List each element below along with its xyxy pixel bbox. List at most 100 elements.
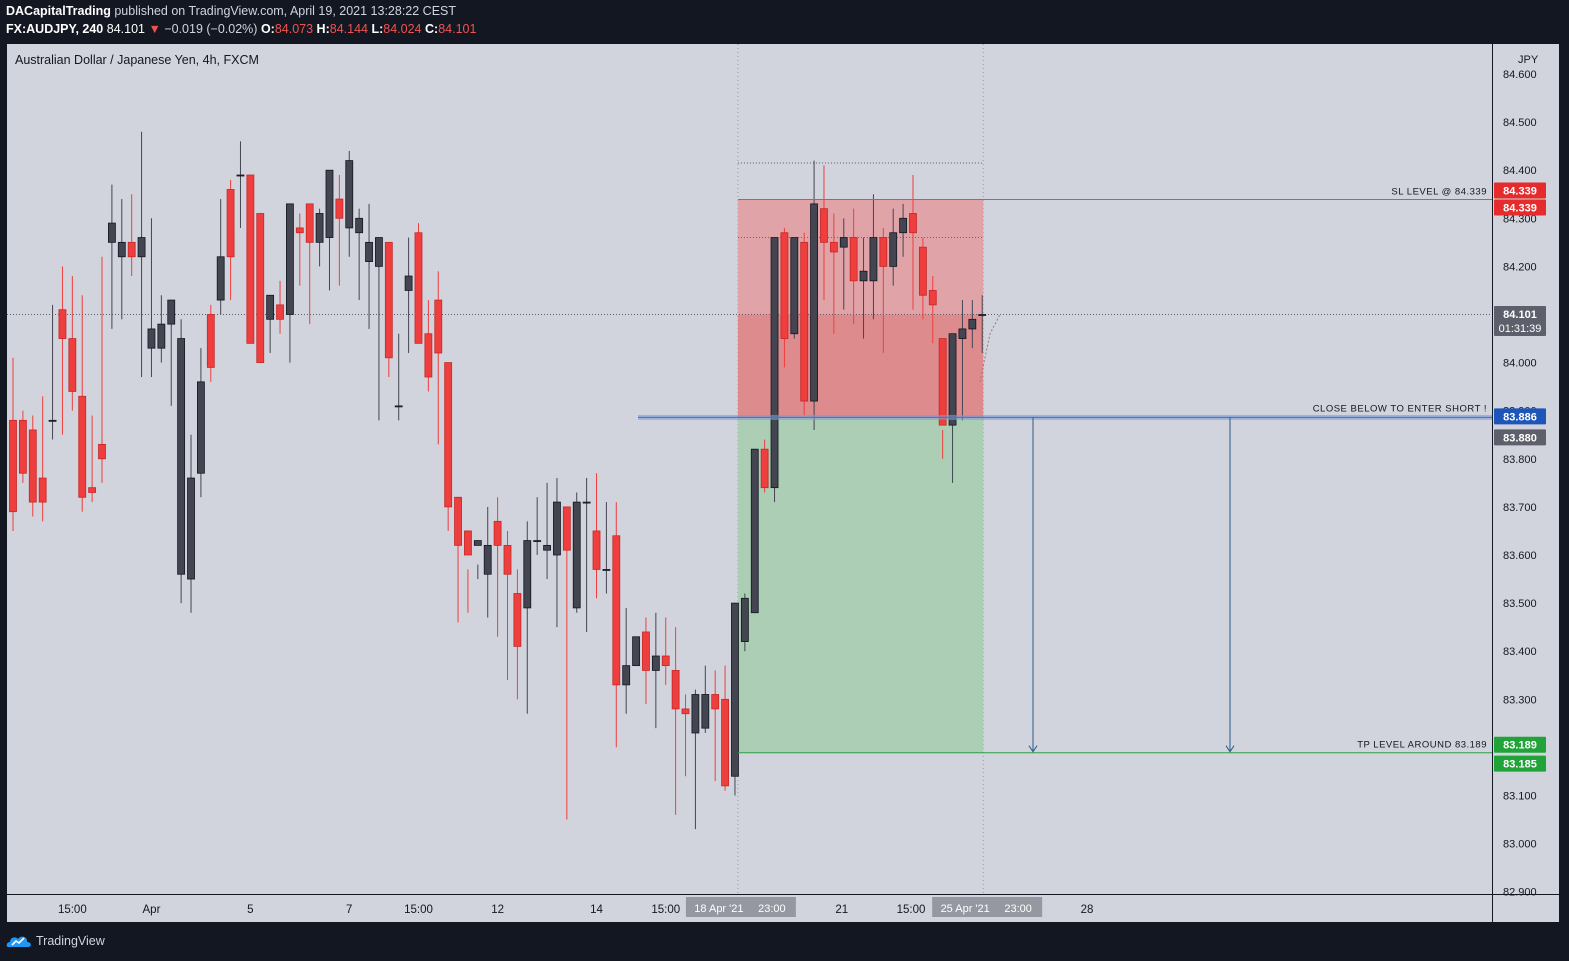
- candle-down[interactable]: [335, 198, 344, 219]
- candle-up[interactable]: [572, 501, 581, 609]
- candle-up[interactable]: [790, 237, 799, 335]
- candle-up[interactable]: [810, 203, 818, 402]
- candle-down[interactable]: [246, 174, 255, 344]
- candle-up[interactable]: [325, 169, 334, 238]
- candle-down[interactable]: [434, 299, 443, 354]
- candle-up[interactable]: [167, 299, 176, 325]
- candle-down[interactable]: [98, 443, 106, 460]
- candle-down[interactable]: [503, 544, 512, 575]
- price-tag-sl[interactable]: [1494, 182, 1546, 199]
- candle-down[interactable]: [464, 530, 472, 556]
- candle-up[interactable]: [266, 294, 275, 320]
- candle-down[interactable]: [493, 520, 502, 546]
- candle-down[interactable]: [513, 593, 522, 647]
- candle-down[interactable]: [256, 213, 265, 364]
- candle-up[interactable]: [731, 602, 739, 777]
- candle-up[interactable]: [394, 405, 403, 408]
- candle-up[interactable]: [859, 270, 868, 282]
- candle-up[interactable]: [404, 275, 413, 291]
- candle-up[interactable]: [958, 328, 967, 339]
- candle-up[interactable]: [543, 544, 551, 551]
- candle-up[interactable]: [553, 501, 561, 556]
- candle-up[interactable]: [632, 636, 640, 667]
- candle-up[interactable]: [889, 232, 898, 267]
- take-profit-zone[interactable]: [737, 417, 984, 753]
- tradingview-logo[interactable]: TradingView: [6, 933, 105, 949]
- candle-down[interactable]: [414, 232, 423, 344]
- candle-down[interactable]: [562, 506, 571, 551]
- candle-up[interactable]: [740, 597, 749, 642]
- candle-up[interactable]: [137, 237, 146, 258]
- candle-down[interactable]: [276, 304, 284, 320]
- candle-down[interactable]: [642, 631, 650, 671]
- candle-down[interactable]: [721, 698, 729, 787]
- publisher-name[interactable]: DACapitalTrading: [6, 4, 111, 18]
- candle-up[interactable]: [236, 174, 245, 177]
- candle-down[interactable]: [760, 448, 769, 489]
- candle-up[interactable]: [157, 323, 166, 349]
- candle-down[interactable]: [127, 241, 136, 258]
- candle-down[interactable]: [58, 309, 67, 339]
- candle-up[interactable]: [899, 217, 907, 234]
- candle-down[interactable]: [711, 694, 720, 710]
- candle-down[interactable]: [661, 655, 670, 667]
- candle-up[interactable]: [691, 694, 700, 734]
- candle-down[interactable]: [226, 189, 235, 258]
- candle-down[interactable]: [612, 535, 621, 686]
- candle-down[interactable]: [68, 338, 77, 392]
- candle-up[interactable]: [770, 237, 779, 489]
- candle-up[interactable]: [365, 241, 373, 262]
- candle-up[interactable]: [197, 381, 205, 474]
- candle-down[interactable]: [938, 338, 947, 426]
- candle-down[interactable]: [424, 333, 433, 378]
- candle-up[interactable]: [839, 237, 848, 248]
- candle-up[interactable]: [48, 419, 57, 422]
- candle-down[interactable]: [38, 477, 47, 503]
- candle-up[interactable]: [187, 477, 195, 580]
- candle-up[interactable]: [473, 540, 482, 546]
- candle-up[interactable]: [582, 501, 591, 504]
- candle-up[interactable]: [750, 448, 759, 614]
- candle-up[interactable]: [345, 160, 354, 229]
- candlestick-chart[interactable]: Australian Dollar / Japanese Yen, 4h, FX…: [0, 44, 1569, 922]
- candle-up[interactable]: [533, 540, 542, 542]
- chart-area[interactable]: Australian Dollar / Japanese Yen, 4h, FX…: [0, 44, 1569, 922]
- price-tag-entry[interactable]: [1494, 408, 1546, 425]
- candle-up[interactable]: [651, 655, 660, 671]
- candle-down[interactable]: [295, 227, 304, 234]
- symbol-interval[interactable]: FX:AUDJPY, 240: [6, 22, 104, 36]
- candle-up[interactable]: [216, 256, 225, 301]
- candle-down[interactable]: [820, 208, 828, 243]
- price-tag-tp[interactable]: [1494, 755, 1546, 772]
- candle-up[interactable]: [177, 338, 186, 575]
- candle-up[interactable]: [286, 203, 294, 315]
- candle-up[interactable]: [869, 237, 878, 282]
- candle-down[interactable]: [18, 419, 27, 474]
- candle-down[interactable]: [829, 241, 838, 253]
- candle-down[interactable]: [384, 241, 393, 359]
- candle-down[interactable]: [879, 237, 888, 267]
- price-tag-sl[interactable]: [1494, 199, 1546, 216]
- candle-down[interactable]: [454, 496, 462, 546]
- candle-down[interactable]: [671, 670, 680, 710]
- candle-down[interactable]: [88, 487, 97, 493]
- candle-down[interactable]: [681, 708, 690, 715]
- candle-down[interactable]: [305, 203, 314, 243]
- price-tag-tp[interactable]: [1494, 736, 1546, 753]
- candle-down[interactable]: [592, 530, 601, 570]
- candle-down[interactable]: [800, 241, 809, 402]
- candle-down[interactable]: [909, 213, 917, 234]
- candle-up[interactable]: [602, 569, 611, 571]
- price-tag-gray[interactable]: [1494, 429, 1546, 446]
- candle-up[interactable]: [375, 237, 383, 267]
- candle-up[interactable]: [147, 328, 156, 349]
- candle-up[interactable]: [355, 217, 364, 234]
- candle-down[interactable]: [9, 419, 17, 513]
- candle-down[interactable]: [849, 237, 858, 282]
- price-tag-last[interactable]: [1494, 306, 1546, 337]
- candle-up[interactable]: [701, 694, 710, 729]
- candle-down[interactable]: [780, 232, 789, 339]
- candle-down[interactable]: [28, 429, 37, 503]
- candle-up[interactable]: [483, 544, 492, 575]
- candle-down[interactable]: [78, 395, 87, 498]
